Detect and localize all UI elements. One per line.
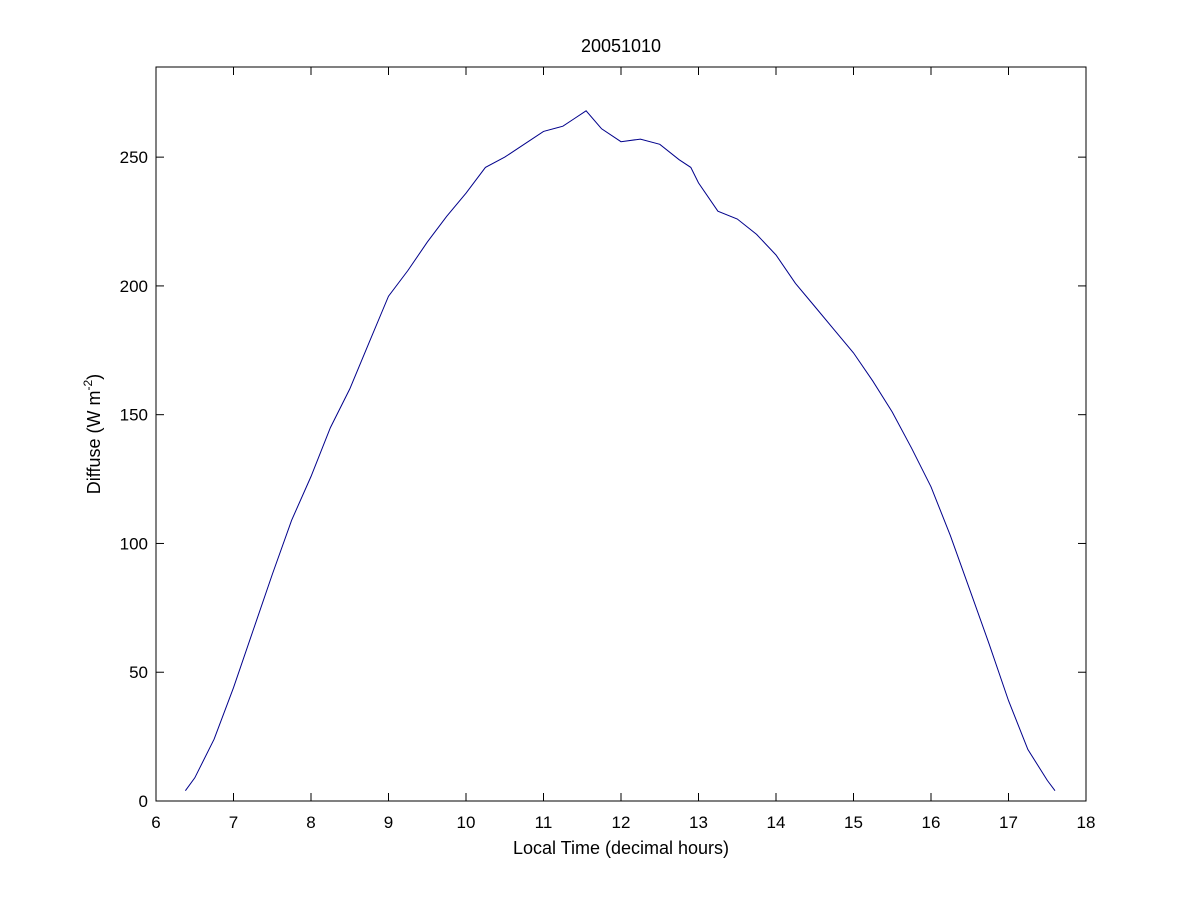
x-tick-label-15: 15	[844, 813, 863, 832]
y-axis-label-suffix: )	[84, 374, 104, 380]
y-tick-label-100: 100	[120, 534, 148, 553]
y-tick-label-150: 150	[120, 406, 148, 425]
series-line-diffuse	[184, 110, 1056, 791]
y-axis-label-superscript: -2	[81, 379, 95, 390]
y-tick-label-0: 0	[139, 792, 148, 811]
y-tick-label-200: 200	[120, 277, 148, 296]
y-tick-label-50: 50	[129, 663, 148, 682]
y-axis-ticks: 0 50 100 150 200 250	[120, 148, 1086, 811]
x-tick-label-9: 9	[384, 813, 393, 832]
x-tick-label-11: 11	[535, 813, 553, 832]
x-tick-label-18: 18	[1077, 813, 1096, 832]
x-tick-label-14: 14	[767, 813, 786, 832]
x-tick-label-8: 8	[306, 813, 315, 832]
y-axis-label-text: Diffuse (W m	[84, 390, 104, 494]
y-axis-label: Diffuse (W m-2)	[81, 374, 104, 494]
y-tick-label-250: 250	[120, 148, 148, 167]
x-tick-label-10: 10	[457, 813, 476, 832]
chart-title: 20051010	[581, 36, 661, 56]
x-tick-label-6: 6	[151, 813, 160, 832]
x-axis-label: Local Time (decimal hours)	[513, 838, 729, 858]
x-tick-label-16: 16	[922, 813, 941, 832]
x-tick-label-12: 12	[612, 813, 631, 832]
x-tick-label-17: 17	[999, 813, 1018, 832]
x-tick-label-13: 13	[689, 813, 708, 832]
plot-frame	[155, 66, 1087, 802]
x-axis-ticks: 6 7 8 9 10 11 12 13 14 15 16 17 18	[151, 67, 1095, 832]
x-tick-label-7: 7	[229, 813, 238, 832]
